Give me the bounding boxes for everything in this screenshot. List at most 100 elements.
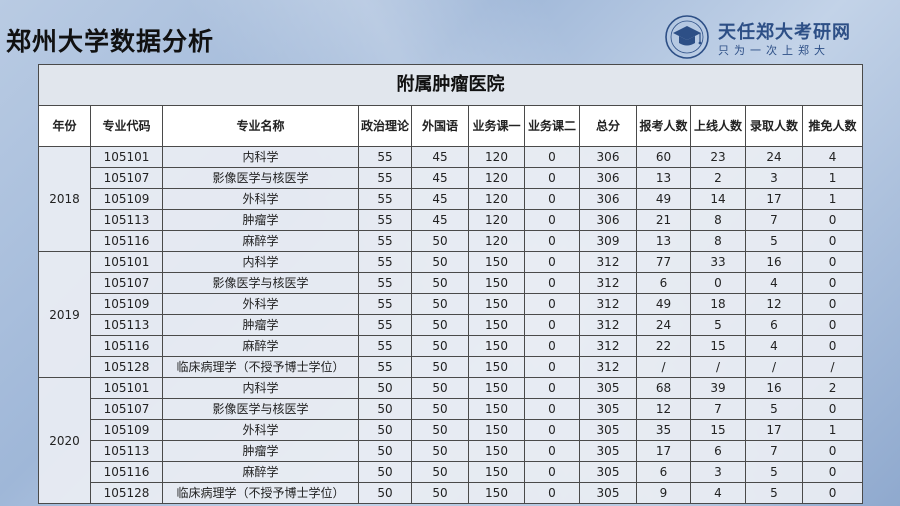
page-title: 郑州大学数据分析 [6, 27, 215, 56]
cell-passed: 8 [690, 209, 746, 231]
table-row: 105116 麻醉学 55 50 120 0 309 13 8 5 0 [39, 230, 864, 252]
cell-course-1: 150 [468, 377, 525, 399]
column-header-course-2: 业务课二 [524, 105, 580, 147]
cell-politics: 55 [358, 356, 412, 378]
cell-exempted: 0 [801, 440, 864, 462]
cell-applicants: 22 [636, 335, 691, 357]
cell-major: 外科学 [162, 419, 359, 441]
cell-major: 外科学 [162, 188, 359, 210]
hospital-name: 附属肿瘤医院 [37, 64, 864, 106]
table-body: 2018 105101 内科学 55 45 120 0 306 60 23 24 4 105107 影像医… [38, 146, 864, 504]
cell-major: 影像医学与核医学 [162, 272, 359, 294]
cell-politics: 55 [358, 188, 412, 210]
cell-course-1: 150 [468, 356, 525, 378]
cell-major: 麻醉学 [162, 461, 359, 483]
table-row: 105109 外科学 55 50 150 0 312 49 18 12 0 [39, 293, 864, 315]
cell-course-2: 0 [524, 461, 580, 483]
cell-applicants: 17 [636, 440, 691, 462]
column-header-code: 专业代码 [90, 105, 163, 147]
cell-applicants: 68 [636, 377, 691, 399]
cell-code: 105128 [90, 482, 163, 504]
cell-course-1: 120 [468, 209, 525, 231]
cell-admitted: / [745, 356, 803, 378]
column-header-exempted: 推免人数 [801, 105, 864, 147]
cell-code: 105109 [90, 419, 163, 441]
cell-course-2: 0 [524, 209, 580, 231]
table-row: 105116 麻醉学 55 50 150 0 312 22 15 4 0 [39, 335, 864, 357]
cell-admitted: 4 [745, 272, 803, 294]
cell-politics: 50 [358, 461, 412, 483]
column-header-major: 专业名称 [162, 105, 359, 147]
cell-course-2: 0 [524, 482, 580, 504]
cell-major: 影像医学与核医学 [162, 167, 359, 189]
column-header-row: 年份 专业代码 专业名称 政治理论 外国语 业务课一 业务课二 总分 报考人数 上线人数 录取人数推… [38, 105, 864, 147]
cell-major: 肿瘤学 [162, 209, 359, 231]
cell-foreign-language: 45 [411, 209, 469, 231]
cell-exempted: / [801, 356, 864, 378]
cell-code: 105113 [90, 209, 163, 231]
cell-admitted: 3 [745, 167, 803, 189]
table-row: 105109 外科学 55 45 120 0 306 49 14 17 1 [39, 188, 864, 210]
cell-admitted: 24 [745, 146, 803, 168]
cell-course-2: 0 [524, 293, 580, 315]
cell-exempted: 0 [801, 461, 864, 483]
cell-politics: 55 [358, 314, 412, 336]
cell-foreign-language: 50 [411, 461, 469, 483]
cell-foreign-language: 50 [411, 272, 469, 294]
cell-course-2: 0 [524, 272, 580, 294]
cell-foreign-language: 50 [411, 398, 469, 420]
cell-code: 105116 [90, 230, 163, 252]
cell-passed: 4 [690, 482, 746, 504]
cell-admitted: 16 [745, 377, 803, 399]
cell-major: 麻醉学 [162, 335, 359, 357]
cell-exempted: 1 [801, 419, 864, 441]
cell-politics: 55 [358, 335, 412, 357]
cell-total: 309 [579, 230, 637, 252]
column-header-year: 年份 [38, 105, 91, 147]
cell-exempted: 0 [801, 251, 864, 273]
column-header-total: 总分 [579, 105, 637, 147]
cell-code: 105113 [90, 314, 163, 336]
cell-code: 105116 [90, 335, 163, 357]
cell-admitted: 5 [745, 398, 803, 420]
cell-total: 306 [579, 146, 637, 168]
cell-major: 外科学 [162, 293, 359, 315]
graduation-cap-seal-icon [665, 15, 709, 59]
cell-admitted: 5 [745, 230, 803, 252]
cell-passed: 18 [690, 293, 746, 315]
cell-code: 105113 [90, 440, 163, 462]
cell-foreign-language: 50 [411, 356, 469, 378]
cell-applicants: 49 [636, 188, 691, 210]
cell-code: 105109 [90, 188, 163, 210]
table-row: 105113 肿瘤学 55 45 120 0 306 21 8 7 0 [39, 209, 864, 231]
cell-course-1: 150 [468, 314, 525, 336]
cell-passed: 39 [690, 377, 746, 399]
cell-major: 内科学 [162, 377, 359, 399]
cell-applicants: 24 [636, 314, 691, 336]
cell-politics: 50 [358, 419, 412, 441]
cell-course-1: 150 [468, 482, 525, 504]
cell-exempted: 1 [801, 188, 864, 210]
table-row: 105109 外科学 50 50 150 0 305 35 15 17 1 [39, 419, 864, 441]
cell-course-1: 120 [468, 230, 525, 252]
cell-major: 内科学 [162, 146, 359, 168]
cell-passed: 8 [690, 230, 746, 252]
cell-total: 305 [579, 482, 637, 504]
cell-course-1: 150 [468, 419, 525, 441]
cell-foreign-language: 45 [411, 146, 469, 168]
cell-course-1: 150 [468, 272, 525, 294]
cell-foreign-language: 50 [411, 440, 469, 462]
cell-politics: 55 [358, 230, 412, 252]
cell-total: 305 [579, 440, 637, 462]
column-header-passed: 上线人数 [690, 105, 746, 147]
cell-course-1: 120 [468, 188, 525, 210]
cell-course-2: 0 [524, 146, 580, 168]
column-header-course-1: 业务课一 [468, 105, 525, 147]
cell-exempted: 0 [801, 293, 864, 315]
cell-politics: 50 [358, 398, 412, 420]
table-row: 105113 肿瘤学 55 50 150 0 312 24 5 6 0 [39, 314, 864, 336]
cell-admitted: 12 [745, 293, 803, 315]
column-header-applicants: 报考人数 [636, 105, 691, 147]
cell-exempted: 0 [801, 314, 864, 336]
cell-exempted: 0 [801, 398, 864, 420]
